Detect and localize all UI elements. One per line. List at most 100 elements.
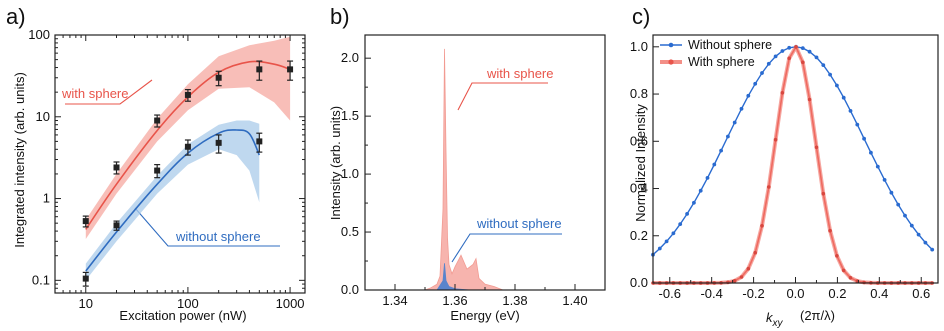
profile-halo-1 — [653, 44, 933, 285]
profile-line-1 — [653, 45, 933, 284]
panel-b-annotation-with-sphere: with sphere — [486, 66, 553, 81]
data-point — [760, 71, 764, 75]
panel-c: c) Normalized Intensity kxy (2π/λ) -0.6-… — [630, 4, 939, 329]
data-point — [113, 164, 120, 171]
data-point — [657, 246, 662, 251]
legend-without-sphere-label: Without sphere — [688, 38, 772, 52]
data-point — [835, 83, 839, 88]
x-tick-label: 1.38 — [502, 293, 527, 308]
x-tick-label: 0.0 — [786, 286, 804, 301]
data-point — [821, 63, 826, 67]
data-point — [773, 54, 778, 59]
confidence-band-0 — [85, 36, 291, 239]
y-tick-label: 0.8 — [630, 86, 648, 101]
data-point — [855, 122, 860, 127]
data-point — [767, 185, 771, 189]
data-point — [256, 66, 263, 73]
data-point — [739, 106, 744, 111]
data-point — [889, 190, 894, 195]
data-point — [930, 247, 935, 252]
data-point — [794, 45, 798, 49]
y-tick-label: 0.5 — [341, 224, 359, 239]
panel-a-xlabel: Excitation power (nW) — [119, 308, 246, 323]
y-tick-label: 1 — [43, 191, 50, 206]
fit-line-1 — [85, 129, 261, 272]
data-point — [780, 91, 785, 95]
y-tick-label: 0.0 — [630, 275, 648, 290]
data-point — [814, 145, 819, 150]
data-point — [113, 222, 120, 229]
legend-with-sphere-label: With sphere — [688, 55, 755, 69]
x-tick-label: 1.40 — [562, 293, 587, 308]
panel-c-frame — [652, 34, 939, 284]
x-tick-label: -0.6 — [659, 286, 681, 301]
data-point — [828, 72, 832, 77]
confidence-band-1 — [85, 120, 260, 281]
data-point — [807, 97, 812, 102]
data-point — [154, 117, 161, 124]
data-point — [82, 218, 89, 225]
data-point — [746, 266, 751, 271]
data-point — [909, 223, 914, 228]
x-tick-label: -0.4 — [700, 286, 722, 301]
x-tick-label: 100 — [177, 296, 199, 311]
panel-a-letter: a) — [6, 4, 26, 29]
data-point — [780, 49, 785, 53]
panel-c-letter: c) — [632, 4, 650, 29]
panel-b-xlabel: Energy (eV) — [450, 308, 519, 323]
y-tick-label: 1.5 — [341, 108, 359, 123]
data-point — [787, 56, 791, 61]
data-point — [732, 279, 737, 283]
panel-a: a) Excitation power (nW) Integrated inte… — [6, 4, 306, 323]
panel-a-frame — [54, 34, 306, 294]
data-point — [739, 275, 744, 279]
data-point — [916, 232, 921, 237]
y-tick-label: 100 — [28, 27, 50, 42]
panel-b-letter: b) — [330, 4, 350, 29]
y-tick-label: 0.0 — [341, 282, 359, 297]
y-tick-label: 0.2 — [630, 228, 648, 243]
data-point — [923, 240, 928, 245]
panel-c-ylabel: Normalized Intensity — [633, 104, 648, 222]
y-tick-label: 1.0 — [341, 166, 359, 181]
data-point — [746, 93, 751, 98]
data-point — [807, 49, 812, 54]
data-point — [787, 45, 792, 50]
data-point — [814, 55, 819, 60]
y-tick-label: 0.1 — [32, 272, 50, 287]
fit-line-0 — [85, 60, 291, 230]
y-tick-label: 1.0 — [630, 39, 648, 54]
data-point — [760, 224, 764, 228]
data-point — [215, 74, 222, 81]
panel-b-plot: 0.0 0.5 1.0 1.5 2.0 1.34 1.36 1.38 1.40 — [341, 34, 606, 308]
y-tick-label: 10 — [36, 109, 50, 124]
data-point — [753, 81, 758, 86]
data-point — [821, 191, 826, 196]
data-point — [848, 276, 853, 280]
data-point — [256, 138, 263, 145]
data-point — [664, 239, 669, 244]
data-point — [154, 167, 161, 174]
data-point — [719, 148, 723, 153]
data-point — [801, 60, 805, 65]
data-point — [712, 162, 717, 167]
data-point — [766, 61, 771, 66]
data-point — [841, 95, 846, 100]
x-tick-label: -0.2 — [742, 286, 764, 301]
data-point — [287, 66, 294, 73]
data-point — [835, 254, 839, 258]
y-tick-label: 2.0 — [341, 50, 359, 65]
y-tick-label: 0.4 — [630, 181, 648, 196]
annotation-pointer-with-sphere — [65, 79, 153, 105]
annotation-pointer-without-sphere — [451, 233, 562, 263]
data-point — [848, 109, 853, 113]
x-tick-label: 1000 — [276, 296, 305, 311]
profile-line-0 — [652, 46, 933, 256]
data-point — [841, 268, 846, 273]
panel-c-xlabel-unit: (2π/λ) — [800, 308, 835, 323]
annotation-pointer-with-sphere — [457, 82, 548, 111]
panel-a-annotation-without-sphere: without sphere — [175, 229, 261, 244]
panel-a-ylabel: Integrated intensity (arb. units) — [12, 72, 27, 248]
data-point — [828, 228, 832, 233]
